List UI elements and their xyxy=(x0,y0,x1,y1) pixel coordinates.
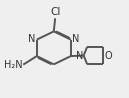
Text: Cl: Cl xyxy=(50,7,60,17)
Text: N: N xyxy=(72,34,80,44)
Text: N: N xyxy=(76,51,83,61)
Text: H₂N: H₂N xyxy=(3,60,22,70)
Text: N: N xyxy=(28,34,35,44)
Text: O: O xyxy=(105,51,112,61)
